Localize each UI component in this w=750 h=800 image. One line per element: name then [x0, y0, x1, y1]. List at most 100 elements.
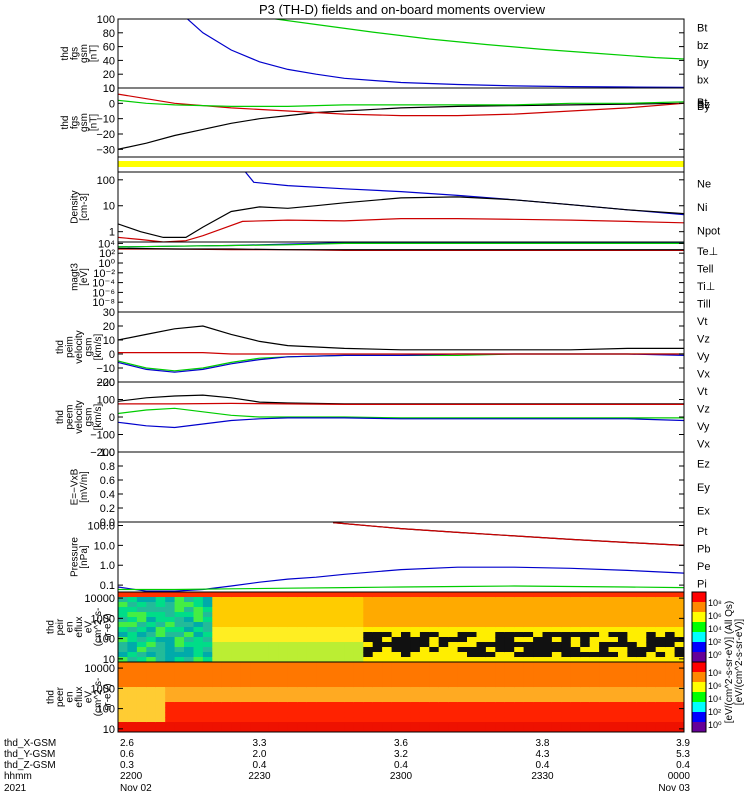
- spectrogram-cell: [523, 622, 534, 628]
- spectrogram-cell: [250, 682, 260, 688]
- spectrogram-cell: [372, 592, 383, 598]
- spectrogram-cell: [118, 592, 128, 598]
- spectrogram-cell: [250, 637, 260, 643]
- spectrogram-cell: [551, 707, 562, 713]
- spectrogram-cell: [202, 717, 213, 723]
- spectrogram-cell: [589, 667, 600, 673]
- spectrogram-cell: [542, 652, 553, 658]
- spectrogram-cell: [212, 702, 223, 708]
- spectrogram-cell: [344, 592, 355, 598]
- spectrogram-cell: [193, 712, 204, 718]
- spectrogram-cell: [589, 697, 600, 703]
- spectrogram-cell: [193, 637, 204, 643]
- spectrogram-cell: [589, 597, 600, 603]
- spectrogram-cell: [419, 617, 430, 623]
- spectrogram-cell: [297, 612, 308, 618]
- spectrogram-cell: [259, 622, 270, 628]
- spectrogram-cell: [146, 692, 157, 698]
- spectrogram-cell: [184, 697, 194, 703]
- spectrogram-cell: [570, 662, 581, 668]
- spectrogram-cell: [212, 682, 223, 688]
- spectrogram-cell: [268, 682, 279, 688]
- ytick-label: −100: [90, 430, 115, 442]
- spectrogram-cell: [448, 642, 459, 648]
- spectrogram-cell: [476, 677, 487, 683]
- spectrogram-cell: [297, 602, 308, 608]
- spectrogram-cell: [325, 707, 336, 713]
- ylabel-line: magt3: [69, 263, 80, 291]
- spectrogram-cell: [646, 617, 657, 623]
- spectrogram-cell: [561, 697, 572, 703]
- spectrogram-cell: [268, 607, 279, 613]
- spectrogram-cell: [542, 667, 553, 673]
- spectrogram-cell: [306, 637, 317, 643]
- spectrogram-cell: [202, 627, 213, 633]
- spectrogram-cell: [589, 717, 600, 723]
- spectrogram-cell: [231, 647, 242, 653]
- spectrogram-cell: [457, 667, 468, 673]
- spectrogram-cell: [325, 637, 336, 643]
- spectrogram-cell: [485, 617, 496, 623]
- spectrogram-cell: [278, 712, 289, 718]
- spectrogram-cell: [250, 612, 260, 618]
- spectrogram-cell: [344, 667, 355, 673]
- spectrogram-cell: [250, 597, 260, 603]
- spectrogram-cell: [353, 627, 364, 633]
- spectrogram-cell: [165, 617, 176, 623]
- spectrogram-cell: [599, 607, 609, 613]
- spectrogram-cell: [523, 652, 534, 658]
- spectrogram-cell: [297, 717, 308, 723]
- spectrogram-cell: [155, 657, 166, 662]
- spectrogram-cell: [485, 697, 496, 703]
- spectrogram-cell: [618, 677, 628, 683]
- xaxis-tick-label: Nov 03: [658, 783, 690, 794]
- spectrogram-cell: [542, 722, 553, 728]
- spectrogram-cell: [570, 687, 581, 693]
- spectrogram-cell: [410, 717, 421, 723]
- spectrogram-cell: [410, 702, 421, 708]
- spectrogram-cell: [118, 612, 128, 618]
- spectrogram-cell: [580, 727, 591, 732]
- ytick-label: 100: [97, 14, 115, 26]
- spectrogram-cell: [136, 662, 147, 668]
- spectrogram-cell: [212, 602, 223, 608]
- spectrogram-cell: [353, 717, 364, 723]
- spectrogram-cell: [136, 727, 147, 732]
- spectrogram-cell: [165, 592, 176, 598]
- spectrogram-cell: [410, 627, 421, 633]
- spectrogram-cell: [636, 622, 647, 628]
- spectrogram-cell: [202, 647, 213, 653]
- spectrogram-cell: [353, 662, 364, 668]
- spectrogram-cell: [382, 597, 392, 603]
- ylabel-line: fgs: [69, 47, 80, 60]
- spectrogram-cell: [674, 632, 684, 638]
- spectrogram-cell: [580, 642, 591, 648]
- spectrogram-cell: [372, 607, 383, 613]
- spectrogram-cell: [504, 687, 515, 693]
- spectrogram-cell: [589, 677, 600, 683]
- spectrogram-cell: [542, 662, 553, 668]
- ytick-label: 10⁻⁶: [92, 287, 115, 299]
- spectrogram-cell: [419, 607, 430, 613]
- spectrogram-cell: [608, 637, 619, 643]
- ytick-label: 1.0: [100, 560, 115, 572]
- spectrogram-cell: [523, 692, 534, 698]
- spectrogram-cell: [485, 667, 496, 673]
- xaxis-tick-label: 0.4: [536, 760, 550, 771]
- spectrogram-cell: [485, 632, 496, 638]
- ytick-label: 0: [109, 83, 115, 95]
- spectrogram-cell: [561, 727, 572, 732]
- series-line-3: [118, 585, 684, 591]
- spectrogram-cell: [382, 677, 392, 683]
- spectrogram-cell: [476, 702, 487, 708]
- spectrogram-cell: [136, 667, 147, 673]
- spectrogram-cell: [457, 592, 468, 598]
- spectrogram-cell: [240, 702, 251, 708]
- spectrogram-cell: [429, 657, 440, 662]
- spectrogram-cell: [297, 662, 308, 668]
- spectrogram-cell: [212, 707, 223, 713]
- spectrogram-cell: [599, 622, 609, 628]
- spectrogram-cell: [618, 632, 628, 638]
- colorbar-tick: 10²: [708, 707, 721, 717]
